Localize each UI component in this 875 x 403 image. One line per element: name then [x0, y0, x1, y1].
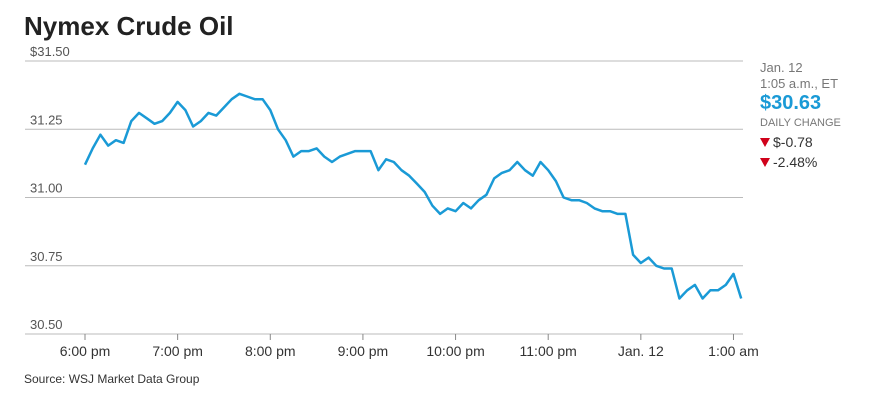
down-arrow [760, 158, 770, 167]
down-arrow [760, 138, 770, 147]
y-tick-label: 31.25 [30, 112, 63, 127]
y-tick-label: 30.75 [30, 249, 63, 264]
quote-time: 1:05 a.m., ET [760, 76, 838, 91]
quote-date: Jan. 12 [760, 60, 803, 75]
x-tick-label: 6:00 pm [60, 343, 111, 359]
x-tick-label: 10:00 pm [426, 343, 484, 359]
chart-title: Nymex Crude Oil [24, 11, 234, 41]
change-label: DAILY CHANGE [760, 117, 841, 129]
x-tick-label: 1:00 am [708, 343, 759, 359]
y-tick-label: $31.50 [30, 44, 70, 59]
y-tick-label: 31.00 [30, 181, 63, 196]
x-tick-label: 9:00 pm [338, 343, 389, 359]
quote-price: $30.63 [760, 92, 821, 114]
x-tick-label: 7:00 pm [152, 343, 203, 359]
x-tick-label: 8:00 pm [245, 343, 296, 359]
price-line [83, 92, 743, 300]
source: Source: WSJ Market Data Group [24, 372, 200, 386]
x-tick-label: 11:00 pm [520, 343, 577, 359]
x-tick-label: Jan. 12 [618, 343, 664, 359]
daily-change: $-0.78 [773, 134, 813, 150]
y-tick-label: 30.50 [30, 317, 63, 332]
daily-change-pct: -2.48% [773, 154, 817, 170]
